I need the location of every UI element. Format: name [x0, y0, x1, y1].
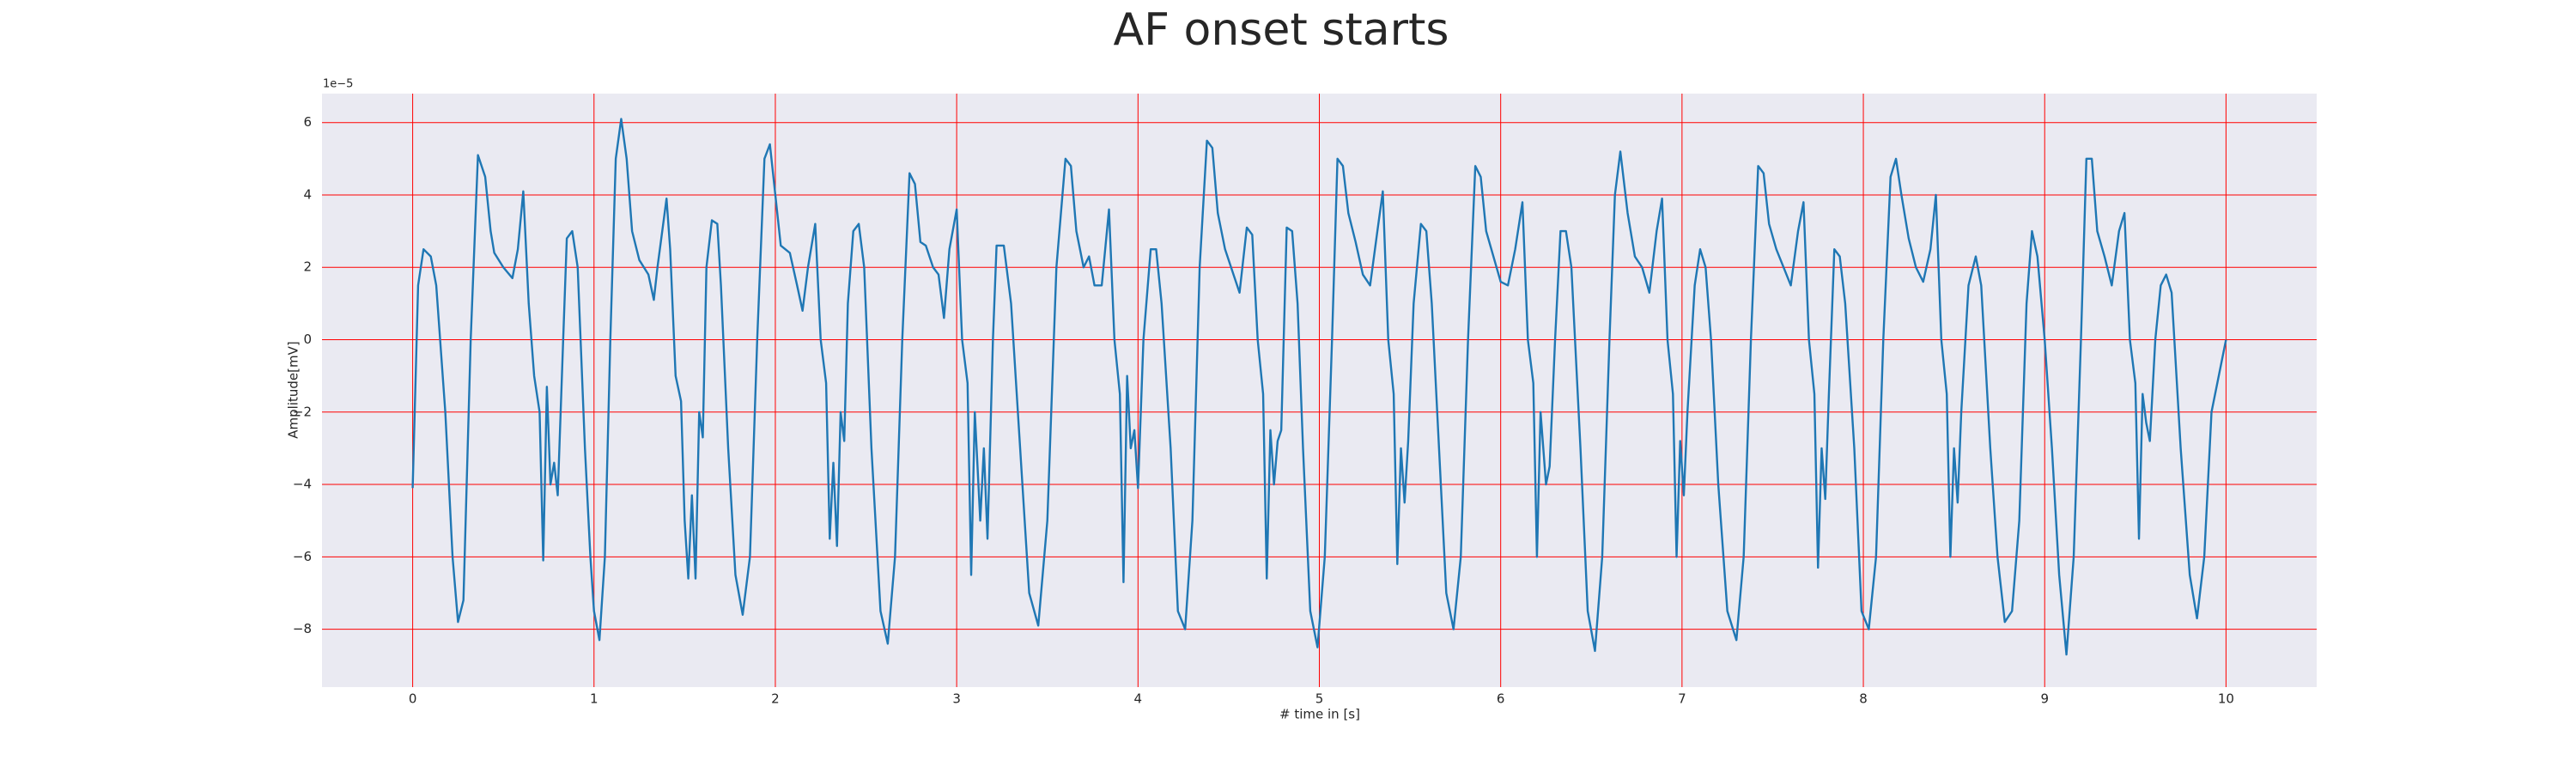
- x-tick-label: 5: [1315, 691, 1324, 707]
- x-axis-label: # time in [s]: [1279, 707, 1360, 722]
- x-tick-label: 4: [1134, 691, 1143, 707]
- x-tick-label: 6: [1497, 691, 1505, 707]
- y-tick-label: 4: [303, 186, 312, 202]
- y-axis-label: Amplitude[mV]: [286, 341, 301, 438]
- y-tick-label: 0: [303, 332, 312, 347]
- x-tick-label: 0: [409, 691, 417, 707]
- x-tick-label: 8: [1859, 691, 1868, 707]
- y-tick-label: 2: [303, 259, 312, 275]
- x-tick-label: 9: [2040, 691, 2049, 707]
- y-tick-label: 6: [303, 114, 312, 130]
- x-tick-label: 1: [590, 691, 598, 707]
- y-tick-label: −8: [293, 621, 312, 636]
- y-tick-label: −4: [293, 477, 312, 492]
- signal-line: [411, 118, 2227, 656]
- y-tick-label: −2: [293, 404, 312, 419]
- x-tick-label: 3: [952, 691, 961, 707]
- offset-text: 1e−5: [323, 78, 353, 91]
- x-tick-label: 2: [771, 691, 780, 707]
- y-tick-label: −6: [293, 549, 312, 564]
- chart-title: AF onset starts: [1114, 4, 1449, 56]
- x-tick-label: 7: [1678, 691, 1686, 707]
- x-tick-label: 10: [2218, 691, 2234, 707]
